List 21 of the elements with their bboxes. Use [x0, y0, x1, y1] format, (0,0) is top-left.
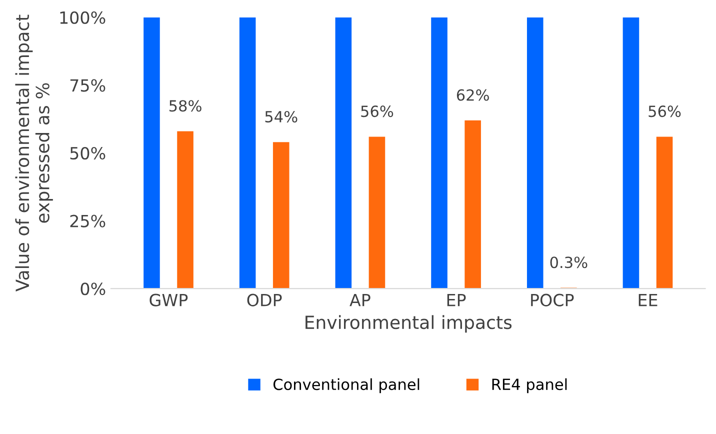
data-label: 56% [361, 106, 394, 118]
y-tick-label: 50% [70, 146, 106, 160]
y-tick-label: 75% [70, 79, 106, 92]
x-tick-label: EE [638, 294, 658, 306]
y-axis-title: Value of environmental impact expressed as % [15, 14, 53, 292]
data-label: 62% [456, 89, 489, 101]
x-axis-title: Environmental impacts [306, 315, 512, 333]
data-label: 54% [265, 110, 298, 123]
y-tick-label: 100% [60, 11, 106, 24]
data-label: 58% [169, 100, 202, 112]
y-tick-label: 0% [80, 282, 106, 296]
x-tick-label: AP [350, 294, 370, 306]
x-tick-label: POCP [531, 294, 574, 306]
x-tick-label: ODP [247, 294, 282, 306]
legend-label: RE4 panel [492, 378, 567, 394]
legend-label: Conventional panel [273, 378, 420, 394]
x-tick-label: EP [447, 294, 466, 306]
x-tick-label: GWP [150, 294, 188, 306]
data-label: 0.3% [550, 256, 588, 268]
y-tick-label: 25% [70, 214, 106, 228]
data-label: 56% [648, 106, 681, 118]
